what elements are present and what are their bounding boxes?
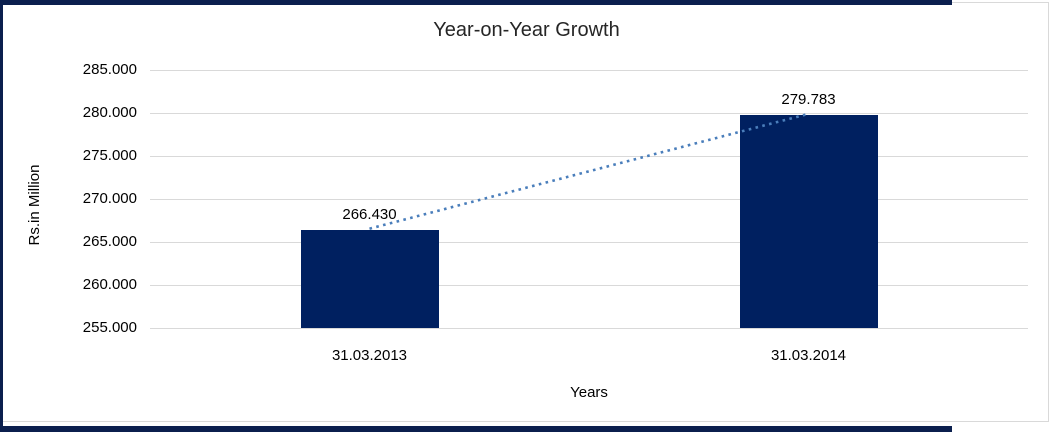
y-tick-label: 285.000	[82, 61, 137, 78]
gridline	[150, 69, 1028, 71]
gridline	[150, 112, 1028, 114]
gridline	[150, 241, 1028, 243]
x-category-label: 31.03.2013	[331, 347, 408, 364]
y-tick-label: 275.000	[82, 147, 137, 164]
y-tick-label: 265.000	[82, 233, 137, 250]
outer-border-left	[0, 0, 3, 427]
gridline	[150, 327, 1028, 329]
y-tick-label: 255.000	[82, 319, 137, 336]
x-axis-title: Years	[570, 384, 608, 401]
y-tick-label: 270.000	[82, 190, 137, 207]
gridline	[150, 155, 1028, 157]
x-category-label: 31.03.2014	[770, 347, 847, 364]
bar	[300, 229, 439, 328]
bar	[739, 114, 878, 328]
y-tick-label: 260.000	[82, 276, 137, 293]
bar-data-label: 279.783	[781, 90, 836, 108]
bar-data-label: 266.430	[342, 205, 397, 223]
chart-title: Year-on-Year Growth	[433, 19, 620, 41]
gridline	[150, 198, 1028, 200]
outer-border-top	[0, 0, 952, 5]
y-tick-label: 280.000	[82, 104, 137, 121]
outer-border-bottom	[0, 426, 952, 432]
gridline	[150, 284, 1028, 286]
